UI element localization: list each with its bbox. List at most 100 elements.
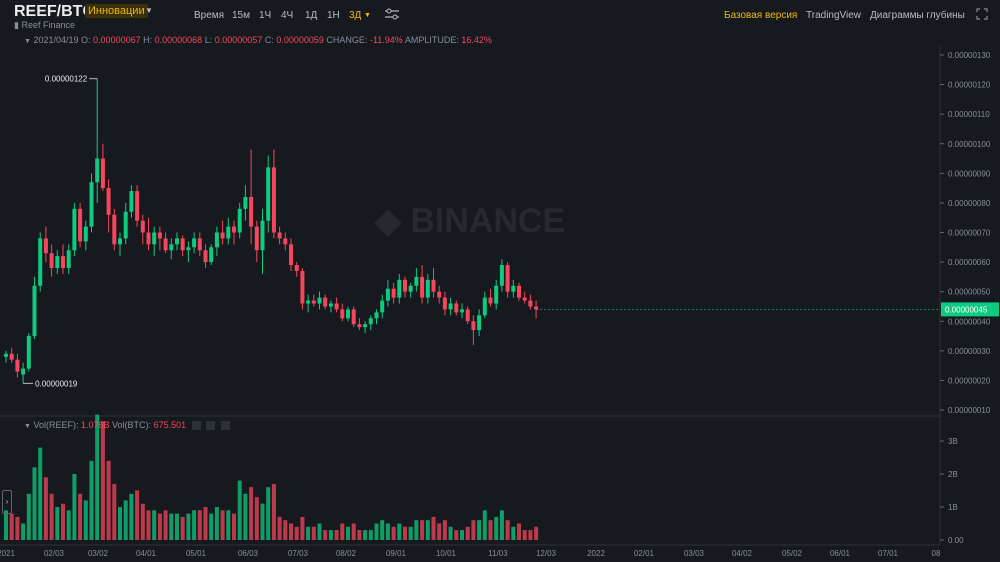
candle-body	[21, 368, 26, 375]
volume-bar	[340, 523, 345, 540]
tab-1w[interactable]: 1Н	[327, 10, 340, 21]
collapse-ohlc-icon[interactable]: ▼	[24, 38, 31, 45]
volume-bar	[192, 510, 197, 540]
volume-bar	[249, 487, 254, 540]
volume-bar	[106, 460, 111, 540]
volume-bar	[431, 516, 436, 540]
candle-body	[488, 297, 493, 304]
price-tick-label: 0.00000080	[948, 199, 991, 208]
time-tick-label: 08/02	[336, 549, 357, 558]
volume-bar	[61, 503, 65, 540]
time-tick-label: 02/03	[44, 549, 65, 558]
candle-body	[55, 256, 60, 268]
timeframe-dropdown-icon[interactable]: ▼	[364, 12, 371, 19]
price-tick-label: 0.00000110	[948, 110, 990, 119]
candle-body	[214, 232, 219, 248]
candle-body	[328, 303, 333, 307]
volume-bar	[232, 513, 236, 540]
tab-basic-view[interactable]: Базовая версия	[724, 10, 798, 21]
candle-body	[505, 265, 510, 292]
close-label: C:	[264, 35, 274, 45]
candle-body	[232, 226, 236, 233]
volume-bar	[163, 510, 168, 540]
volume-close-icon[interactable]	[220, 421, 230, 431]
low-label: L:	[204, 35, 213, 45]
open-label: O:	[81, 35, 91, 45]
change-label: CHANGE:	[326, 35, 368, 45]
volume-bar	[465, 526, 470, 540]
volume-bar	[351, 523, 356, 540]
volume-bar	[511, 526, 516, 540]
tab-tradingview[interactable]: TradingView	[806, 10, 862, 21]
time-tick-label: 10/01	[436, 549, 457, 558]
candle-body	[78, 208, 83, 242]
settings-icon[interactable]	[385, 8, 399, 20]
volume-bar	[271, 483, 276, 540]
min-price-label: 0.00000019	[35, 379, 78, 388]
volume-bar	[437, 523, 442, 540]
tab-4h[interactable]: 4Ч	[281, 10, 294, 21]
volume-bar	[499, 510, 504, 540]
coin-name-text: Reef Finance	[21, 20, 75, 30]
volume-bar	[289, 523, 293, 540]
price-tick-label: 0.00000060	[948, 258, 991, 267]
tab-15m[interactable]: 15м	[232, 10, 250, 21]
chevron-down-icon[interactable]: ▼	[145, 6, 153, 15]
tab-depth-chart[interactable]: Диаграммы глубины	[870, 10, 965, 21]
candle-body	[197, 238, 202, 251]
expand-icon[interactable]	[976, 8, 988, 20]
candle-body	[334, 303, 339, 310]
tab-1d[interactable]: 1Д	[305, 10, 318, 21]
volume-bar	[226, 510, 231, 540]
candle-body	[460, 309, 464, 313]
volume-bar	[460, 530, 464, 540]
last-price-tag	[941, 302, 999, 317]
candle-body	[494, 285, 499, 304]
volume-bar	[9, 513, 14, 540]
volume-bar	[169, 513, 174, 540]
candle-body	[534, 306, 539, 310]
change-value: -11.94%	[369, 35, 403, 45]
tab-1h[interactable]: 1Ч	[259, 10, 272, 21]
candle-body	[249, 197, 254, 227]
volume-bar	[89, 460, 94, 540]
price-tick-label: 0.00000120	[948, 81, 991, 90]
time-tick-label: 12/03	[536, 549, 557, 558]
candle-body	[408, 285, 413, 292]
candle-body	[385, 288, 390, 301]
volume-bar	[38, 447, 43, 540]
pair-title[interactable]: REEF/BTC	[14, 3, 94, 20]
time-tick-label: 02/01	[634, 549, 655, 558]
candle-body	[403, 279, 407, 292]
volume-bar	[197, 510, 202, 540]
volume-visibility-icon[interactable]	[191, 421, 201, 431]
volume-bar	[26, 493, 31, 540]
volume-settings-icon[interactable]	[206, 421, 216, 431]
tab-3d[interactable]: 3Д	[349, 10, 362, 21]
volume-bar	[454, 530, 459, 540]
candle-body	[237, 208, 242, 233]
candle-body	[294, 265, 299, 271]
coin-icon: ▮	[14, 20, 19, 30]
candle-body	[72, 208, 77, 251]
sidebar-toggle-button[interactable]: ›	[2, 490, 12, 514]
collapse-volume-icon[interactable]: ▼	[24, 423, 31, 430]
candle-body	[169, 244, 174, 251]
candle-body	[152, 232, 157, 245]
candle-body	[180, 238, 185, 251]
volume-bar	[220, 510, 225, 540]
volume-bar	[186, 513, 191, 540]
volume-bar	[317, 523, 322, 540]
volume-bar	[180, 516, 185, 540]
tab-time[interactable]: Время	[194, 10, 225, 21]
volume-bar	[391, 526, 396, 540]
candle-body	[311, 300, 316, 304]
candle-body	[511, 285, 516, 292]
candle-body	[89, 182, 94, 227]
candle-body	[482, 297, 487, 316]
price-tick-label: 0.00000040	[948, 317, 991, 326]
candle-body	[192, 238, 197, 248]
max-price-label: 0.00000122	[45, 75, 88, 84]
candle-body	[306, 300, 311, 304]
